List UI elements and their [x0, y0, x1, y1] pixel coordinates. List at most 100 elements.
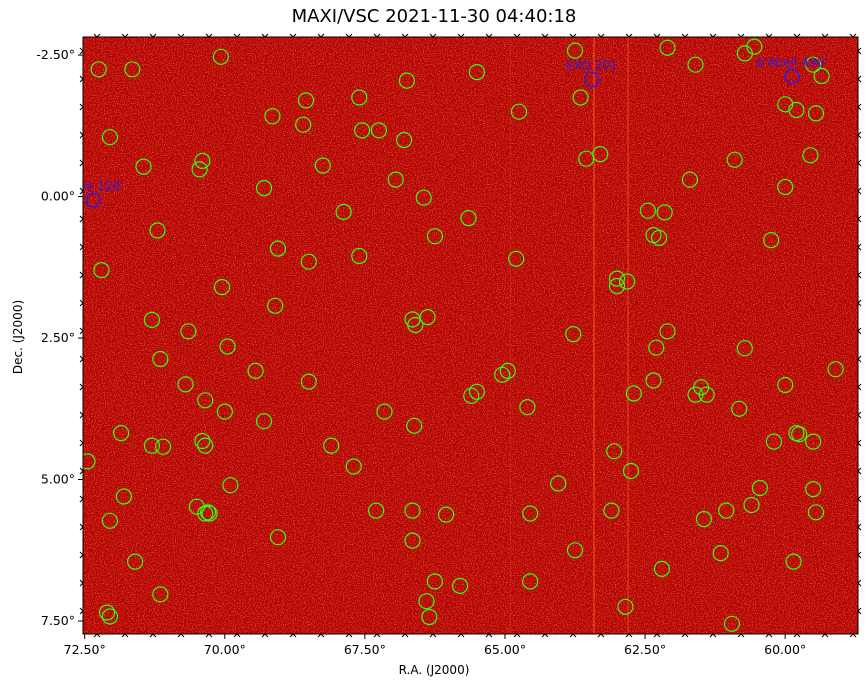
source-marker — [550, 475, 567, 492]
frame-minor-tick — [373, 33, 381, 38]
frame-minor-tick — [857, 607, 862, 615]
y-tick-label: 5.00° — [41, 472, 75, 487]
source-marker — [90, 61, 107, 78]
source-marker — [419, 309, 436, 326]
source-marker — [645, 372, 662, 389]
source-marker — [191, 161, 208, 178]
frame-minor-tick — [653, 33, 661, 38]
frame-minor-tick — [149, 33, 157, 38]
x-axis-label: R.A. (J2000) — [398, 663, 470, 677]
source-marker — [255, 180, 273, 197]
source-marker — [653, 560, 671, 578]
source-marker — [765, 433, 783, 450]
source-marker — [608, 277, 626, 295]
catalog-source-label: b'Ark 120' — [63, 180, 124, 194]
source-marker — [101, 512, 119, 529]
source-marker — [345, 458, 362, 475]
frame-minor-tick — [625, 633, 633, 638]
frame-minor-tick — [857, 383, 862, 391]
frame-minor-tick — [849, 33, 857, 38]
source-marker — [415, 189, 432, 206]
frame-minor-tick — [289, 33, 297, 38]
frame-minor-tick — [857, 103, 862, 111]
frame-minor-tick — [79, 243, 84, 251]
frame-minor-tick — [765, 633, 773, 638]
source-marker — [421, 608, 438, 626]
source-marker — [777, 376, 794, 394]
source-marker — [267, 297, 284, 314]
source-marker — [201, 505, 218, 522]
source-marker — [149, 222, 166, 239]
source-marker — [216, 403, 233, 420]
frame-minor-tick — [177, 633, 185, 638]
frame-minor-tick — [79, 551, 84, 559]
source-marker — [618, 273, 636, 290]
y-tick-label: 2.50° — [41, 330, 75, 345]
source-marker — [180, 323, 197, 340]
frame-minor-tick — [485, 633, 493, 638]
source-marker — [398, 72, 415, 89]
source-marker — [188, 498, 205, 515]
catalog-source-marker — [784, 68, 800, 85]
frame-minor-tick — [625, 33, 633, 38]
source-marker — [743, 496, 760, 514]
source-marker — [622, 462, 640, 480]
source-marker — [219, 338, 236, 355]
frame-minor-tick — [233, 33, 241, 38]
source-marker — [827, 361, 844, 378]
source-marker — [726, 151, 743, 168]
source-marker — [731, 400, 748, 417]
frame-minor-tick — [541, 33, 549, 38]
frame-minor-tick — [79, 327, 84, 335]
frame-minor-tick — [79, 75, 84, 83]
source-marker — [805, 433, 822, 450]
frame-minor-tick — [857, 411, 862, 419]
frame-minor-tick — [541, 633, 549, 638]
source-marker — [295, 116, 312, 133]
frame-minor-tick — [765, 33, 773, 38]
frame-minor-tick — [79, 355, 84, 363]
source-marker — [438, 506, 455, 523]
source-marker — [762, 232, 780, 249]
frame-minor-tick — [205, 633, 213, 638]
source-marker — [468, 63, 485, 81]
axes: 72.50° 70.00° 67.50° 65.00° 62.50° 60.00° -2.5… — [36, 33, 862, 657]
frame-minor-tick — [569, 633, 577, 638]
source-marker — [608, 270, 626, 287]
source-marker — [222, 477, 239, 494]
frame-minor-tick — [79, 467, 84, 475]
frame-minor-tick — [345, 33, 353, 38]
source-marker — [297, 92, 315, 109]
source-marker — [255, 413, 273, 430]
source-marker — [199, 504, 217, 521]
frame-minor-tick — [79, 607, 84, 615]
catalog-source-marker — [85, 192, 101, 209]
source-marker — [807, 504, 825, 521]
source-marker — [802, 147, 819, 164]
frame-minor-tick — [737, 33, 745, 38]
frame-minor-tick — [261, 33, 269, 38]
frame-minor-tick — [857, 159, 862, 167]
plot-title: MAXI/VSC 2021-11-30 04:40:18 — [291, 6, 577, 27]
source-marker — [93, 262, 110, 279]
sky-image: b'Ark 120' EXO 201 b'Abell 496' — [63, 37, 858, 634]
source-marker — [300, 373, 317, 390]
source-marker — [681, 171, 699, 188]
frame-minor-tick — [205, 33, 213, 38]
source-marker — [650, 229, 668, 246]
frame-minor-tick — [93, 33, 101, 38]
source-marker — [751, 479, 769, 497]
frame-minor-tick — [79, 47, 84, 55]
frame-minor-tick — [569, 33, 577, 38]
source-marker — [494, 366, 511, 383]
source-marker — [687, 56, 704, 73]
source-marker — [468, 383, 485, 400]
x-tick-label: 70.00° — [204, 642, 246, 657]
frame-minor-tick — [821, 633, 829, 638]
frame-minor-tick — [793, 633, 801, 638]
source-marker — [143, 311, 160, 328]
frame-minor-tick — [79, 103, 84, 111]
source-marker — [463, 387, 480, 404]
catalog-source-label: b'Abell 496' — [756, 56, 827, 70]
catalog-sources: b'Ark 120' EXO 201 b'Abell 496' — [63, 56, 827, 209]
